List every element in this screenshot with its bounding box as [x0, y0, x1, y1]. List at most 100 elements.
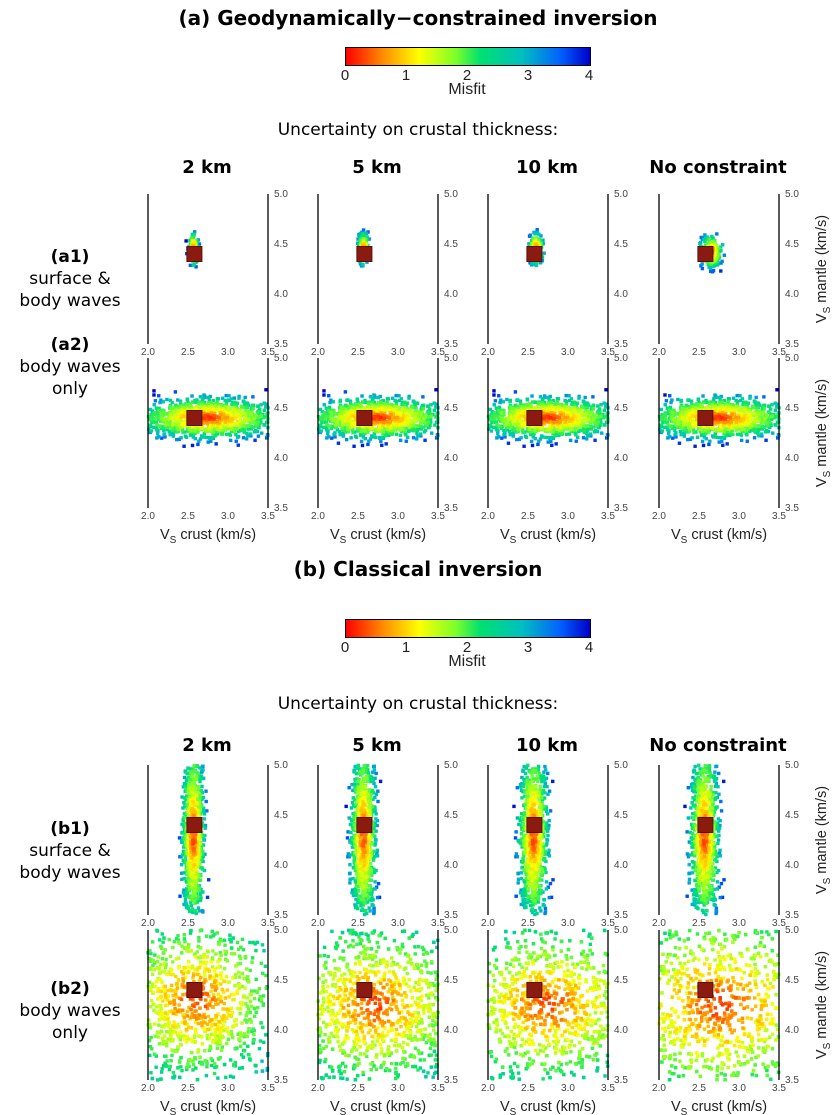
data-point: [565, 415, 570, 420]
data-point: [370, 405, 374, 409]
data-point: [419, 424, 423, 429]
data-point: [746, 401, 751, 405]
data-point: [543, 429, 548, 433]
data-point: [699, 403, 704, 408]
data-point: [394, 417, 398, 422]
data-point: [555, 400, 559, 404]
data-point: [728, 406, 733, 410]
data-point: [396, 405, 401, 409]
data-point: [577, 396, 581, 400]
data-point: [489, 417, 493, 422]
data-point: [193, 429, 197, 433]
data-point: [176, 398, 180, 402]
data-point: [428, 410, 432, 414]
data-point: [670, 416, 675, 421]
data-point: [349, 425, 353, 430]
data-point: [730, 425, 734, 430]
data-point: [200, 434, 204, 438]
data-point: [429, 414, 433, 418]
data-point: [720, 439, 724, 443]
data-point: [666, 427, 670, 432]
data-point: [205, 427, 210, 432]
data-point: [564, 407, 568, 411]
data-point: [730, 402, 735, 407]
data-point: [492, 393, 496, 397]
x-tick-label: 3.5: [261, 511, 275, 522]
data-point: [717, 402, 722, 407]
data-point: [773, 408, 778, 412]
panel-a2-2km: 2.0 2.5 3.0 3.53.54.04.55.0VS crust (km/s): [141, 353, 288, 546]
data-point: [402, 404, 407, 408]
data-point: [722, 253, 727, 257]
data-point: [529, 439, 534, 444]
data-point: [585, 431, 589, 435]
data-point: [680, 406, 685, 411]
data-point: [732, 407, 737, 412]
data-point: [193, 436, 197, 441]
data-point: [344, 403, 348, 407]
data-point: [242, 428, 247, 433]
data-point: [715, 418, 720, 422]
data-point: [222, 413, 226, 417]
data-point: [403, 428, 407, 432]
data-point: [533, 400, 537, 404]
data-point: [173, 427, 177, 431]
data-point: [159, 412, 164, 416]
data-point: [344, 418, 348, 422]
data-point: [394, 407, 398, 411]
data-point: [246, 414, 251, 418]
data-point: [700, 429, 705, 433]
data-point: [564, 417, 568, 422]
x-tick-label: 3.0: [221, 347, 235, 358]
y-tick-label: 5.0: [614, 189, 628, 200]
data-point: [229, 427, 233, 431]
data-point: [343, 429, 348, 434]
data-point: [730, 428, 734, 433]
data-point: [174, 437, 179, 442]
data-point: [362, 241, 366, 246]
data-point: [181, 806, 185, 810]
data-point: [762, 407, 766, 411]
data-point: [715, 232, 719, 236]
data-point: [212, 405, 217, 409]
data-point: [487, 427, 491, 431]
data-point: [336, 417, 340, 421]
data-point: [405, 419, 410, 424]
data-point: [520, 414, 524, 418]
data-point: [704, 400, 708, 404]
data-point: [374, 418, 379, 422]
data-point: [330, 424, 334, 429]
data-point: [425, 423, 429, 427]
data-point: [200, 405, 204, 409]
data-point: [338, 432, 342, 437]
data-point: [534, 263, 539, 268]
data-point: [185, 891, 190, 896]
data-point: [746, 406, 750, 411]
data-point: [491, 425, 496, 429]
data-point: [596, 418, 600, 422]
data-point: [429, 403, 433, 407]
data-point: [714, 414, 719, 419]
data-point: [159, 408, 163, 412]
data-point: [352, 444, 356, 448]
x-tick-label: 2.5: [692, 347, 706, 358]
data-point: [591, 395, 595, 399]
data-point: [678, 425, 682, 430]
data-point: [719, 394, 723, 399]
colorbar-b-gradient: [345, 619, 591, 638]
data-point: [174, 403, 178, 407]
data-point: [325, 423, 329, 427]
data-point: [770, 414, 774, 418]
data-point: [251, 395, 255, 399]
data-point: [602, 401, 606, 405]
data-point: [500, 424, 504, 429]
data-point: [525, 407, 530, 412]
data-point: [745, 411, 749, 415]
data-point: [699, 264, 703, 268]
data-point: [411, 436, 416, 440]
data-point: [185, 427, 190, 431]
data-point: [711, 405, 715, 409]
data-point: [498, 424, 502, 428]
data-point: [414, 406, 418, 410]
